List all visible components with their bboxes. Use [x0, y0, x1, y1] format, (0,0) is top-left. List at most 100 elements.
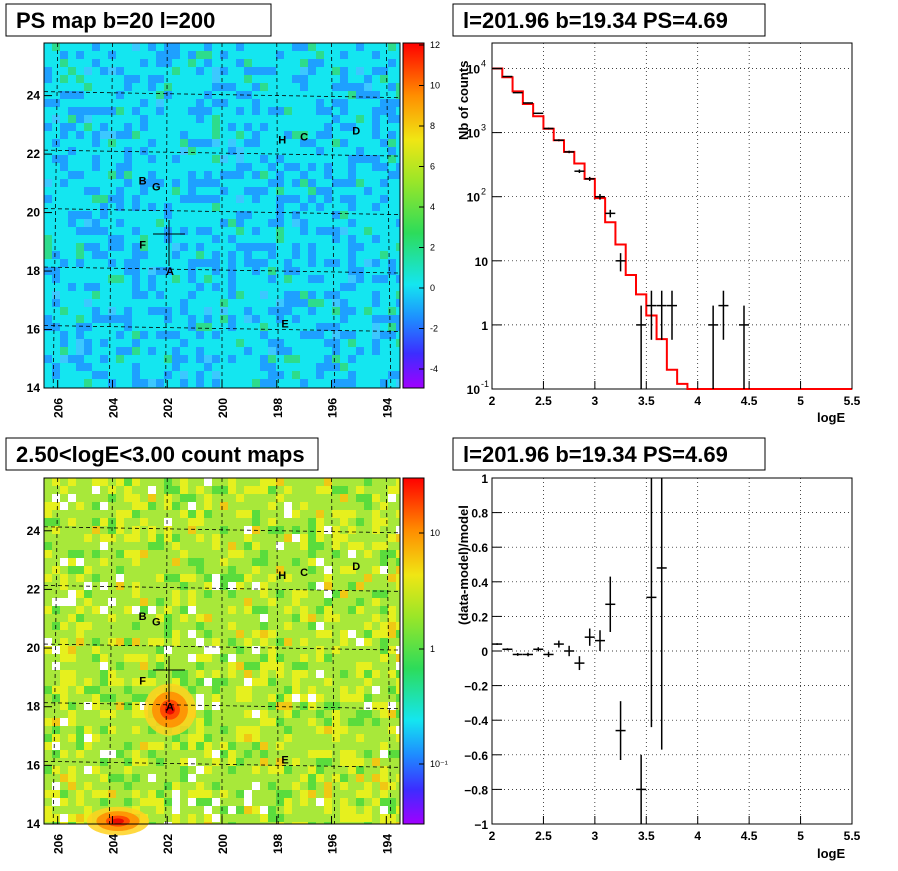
map-cell: [44, 179, 52, 187]
map-cell: [364, 550, 372, 558]
map-cell: [132, 131, 140, 139]
map-cell: [380, 99, 388, 107]
map-cell: [172, 355, 180, 363]
source-label-a: A: [166, 702, 174, 714]
map-cell: [372, 115, 380, 123]
map-cell: [292, 299, 300, 307]
map-cell: [44, 235, 52, 243]
map-cell: [52, 718, 60, 726]
map-cell: [252, 486, 260, 494]
map-cell: [156, 646, 164, 654]
map-cell: [196, 566, 204, 574]
map-cell: [292, 614, 300, 622]
residual-point: [523, 652, 533, 657]
map-cell: [76, 614, 84, 622]
y-tick-label: 1: [481, 319, 488, 333]
map-cell: [316, 131, 324, 139]
map-cell: [268, 371, 276, 379]
map-cell: [220, 315, 228, 323]
map-cell: [164, 478, 172, 486]
map-cell: [308, 614, 316, 622]
map-cell: [116, 235, 124, 243]
map-cell: [356, 243, 364, 251]
map-cell: [188, 518, 196, 526]
source-label-f: F: [139, 675, 146, 687]
map-cell: [52, 694, 60, 702]
map-cell: [284, 355, 292, 363]
data-point: [656, 290, 667, 340]
map-cell: [324, 227, 332, 235]
map-cell: [380, 606, 388, 614]
map-cell: [324, 718, 332, 726]
source-label-g: G: [152, 617, 161, 629]
map-cell: [276, 195, 284, 203]
map-cell: [212, 235, 220, 243]
y-tick-label: 0.8: [471, 507, 488, 521]
map-cell: [140, 598, 148, 606]
map-cell: [396, 710, 400, 718]
map-cell: [388, 814, 396, 822]
map-cell: [340, 694, 348, 702]
map-cell: [260, 67, 268, 75]
map-cell: [252, 195, 260, 203]
meridian-line: [276, 42, 279, 389]
map-cell: [172, 486, 180, 494]
map-cell: [132, 331, 140, 339]
colorbar-tick-label: 10: [430, 81, 440, 91]
map-cell: [108, 694, 116, 702]
map-cell: [220, 790, 228, 798]
map-cell: [236, 646, 244, 654]
map-cell: [228, 566, 236, 574]
map-cell: [340, 75, 348, 83]
map-cell: [252, 243, 260, 251]
map-cell: [68, 678, 76, 686]
map-cell: [124, 534, 132, 542]
map-cell: [244, 75, 252, 83]
map-cell: [308, 179, 316, 187]
map-cell: [148, 179, 156, 187]
map-cell: [140, 654, 148, 662]
map-cell: [260, 155, 268, 163]
source-label-c: C: [300, 132, 308, 144]
map-cell: [196, 107, 204, 115]
map-cell: [364, 814, 372, 822]
map-cell: [388, 686, 396, 694]
map-cell: [92, 307, 100, 315]
map-cell: [220, 558, 228, 566]
map-cell: [188, 774, 196, 782]
map-cell: [68, 550, 76, 558]
map-cell: [364, 790, 372, 798]
map-cell: [316, 750, 324, 758]
map-cell: [276, 654, 284, 662]
map-cell: [316, 99, 324, 107]
map-cell: [76, 638, 84, 646]
map-cell: [188, 502, 196, 510]
map-cell: [380, 774, 388, 782]
map-cell: [124, 75, 132, 83]
map-cell: [76, 822, 84, 824]
map-cell: [388, 83, 396, 91]
map-cell: [244, 694, 252, 702]
map-cell: [348, 758, 356, 766]
map-cell: [388, 550, 396, 558]
map-cell: [308, 822, 316, 824]
map-cell: [332, 774, 340, 782]
map-cell: [324, 123, 332, 131]
x-tick-label: 4: [694, 394, 701, 408]
map-cell: [52, 251, 60, 259]
map-cell: [252, 83, 260, 91]
map-cell: [372, 203, 380, 211]
map-cell: [396, 339, 400, 347]
map-cell: [332, 363, 340, 371]
map-cell: [92, 550, 100, 558]
map-cell: [372, 291, 380, 299]
ps-map-colorbar: [402, 42, 425, 389]
data-point: [502, 75, 513, 78]
map-cell: [132, 678, 140, 686]
map-cell: [228, 590, 236, 598]
map-cell: [372, 518, 380, 526]
map-cell: [324, 187, 332, 195]
map-cell: [204, 259, 212, 267]
map-cell: [76, 339, 84, 347]
residual-point: [636, 754, 647, 824]
